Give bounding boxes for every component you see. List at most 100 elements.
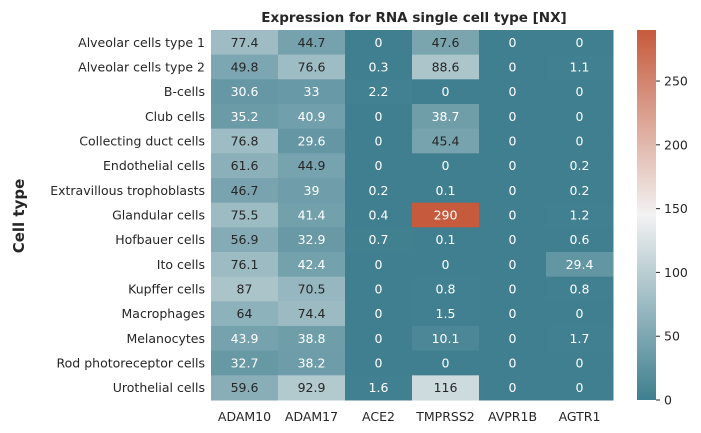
heatmap-cell <box>278 30 346 56</box>
heatmap-cell <box>546 30 614 56</box>
cell-value-label: 1.7 <box>570 331 590 346</box>
heatmap-cell <box>278 276 346 302</box>
cell-value-label: 92.9 <box>298 380 326 395</box>
heatmap-cell <box>211 375 279 401</box>
heatmap-cell <box>479 375 547 401</box>
colorbar-tick-label: 50 <box>664 329 680 344</box>
cell-value-label: 0 <box>509 158 517 173</box>
heatmap-cell <box>546 301 614 327</box>
cell-value-label: 38.7 <box>432 109 460 124</box>
heatmap-cells: 77.4 44.7 0 47.6 0 0 49.8 76.6 0.3 88.6 0 1.1 30.6 33… <box>211 30 614 401</box>
heatmap-cell <box>345 30 413 56</box>
cell-value-label: 0 <box>509 183 517 198</box>
cell-value-label: 0 <box>509 306 517 321</box>
cell-value-label: 44.9 <box>298 158 326 173</box>
cell-value-label: 0.1 <box>436 183 456 198</box>
colorbar: 0 50 100 150 200 250 <box>637 30 688 408</box>
heatmap-cell <box>278 326 346 352</box>
column-tick-label: TMPRSS2 <box>415 409 474 424</box>
heatmap-cell <box>546 326 614 352</box>
cell-value-label: 0 <box>576 84 584 99</box>
heatmap-cell <box>211 104 279 130</box>
heatmap-cell <box>278 79 346 105</box>
heatmap-cell <box>546 202 614 228</box>
heatmap-cell <box>345 301 413 327</box>
heatmap-cell <box>278 301 346 327</box>
heatmap-cell <box>345 202 413 228</box>
heatmap-cell <box>278 202 346 228</box>
heatmap-cell <box>479 104 547 130</box>
cell-value-label: 0 <box>509 331 517 346</box>
heatmap-cell <box>479 326 547 352</box>
row-tick-label: Rod photoreceptor cells <box>57 356 205 371</box>
chart-title: Expression for RNA single cell type [NX] <box>261 10 566 26</box>
cell-value-label: 41.4 <box>298 208 326 223</box>
colorbar-tick-label: 0 <box>664 393 672 408</box>
column-tick-label: ADAM10 <box>218 409 271 424</box>
heatmap-cell <box>479 153 547 179</box>
heatmap-cell <box>546 375 614 401</box>
cell-value-label: 0 <box>509 35 517 50</box>
heatmap-cell <box>345 375 413 401</box>
cell-value-label: 1.2 <box>570 208 590 223</box>
heatmap-cell <box>479 178 547 204</box>
cell-value-label: 56.9 <box>231 232 259 247</box>
heatmap-cell <box>546 227 614 253</box>
heatmap-cell <box>546 128 614 154</box>
cell-value-label: 38.8 <box>298 331 326 346</box>
column-tick-label: ACE2 <box>362 409 395 424</box>
cell-value-label: 61.6 <box>231 158 259 173</box>
row-tick-label: B-cells <box>164 84 205 99</box>
cell-value-label: 2.2 <box>369 84 389 99</box>
cell-value-label: 45.4 <box>432 134 460 149</box>
heatmap-cell <box>479 252 547 278</box>
cell-value-label: 76.6 <box>298 60 326 75</box>
colorbar-gradient <box>637 30 656 400</box>
heatmap-cell <box>211 202 279 228</box>
row-tick-label: Kupffer cells <box>128 282 205 297</box>
heatmap-cell <box>479 202 547 228</box>
cell-value-label: 75.5 <box>231 208 259 223</box>
cell-value-label: 0 <box>576 109 584 124</box>
cell-value-label: 0 <box>576 35 584 50</box>
heatmap-cell <box>546 350 614 376</box>
colorbar-tick-label: 200 <box>664 137 688 152</box>
cell-value-label: 0 <box>442 356 450 371</box>
colorbar-tick-label: 100 <box>664 265 688 280</box>
heatmap-cell <box>412 276 480 302</box>
heatmap-cell <box>412 326 480 352</box>
row-tick-label: Macrophages <box>122 306 205 321</box>
cell-value-label: 1.1 <box>570 60 590 75</box>
cell-value-label: 76.1 <box>231 257 259 272</box>
row-tick-label: Alveolar cells type 2 <box>78 60 205 75</box>
cell-value-label: 32.7 <box>231 356 259 371</box>
cell-value-label: 33 <box>304 84 320 99</box>
cell-value-label: 70.5 <box>298 282 326 297</box>
heatmap-cell <box>546 104 614 130</box>
cell-value-label: 76.8 <box>231 134 259 149</box>
row-tick-label: Melanocytes <box>126 331 205 346</box>
heatmap-cell <box>278 54 346 80</box>
heatmap-cell <box>278 104 346 130</box>
cell-value-label: 116 <box>434 380 458 395</box>
column-tick-label: AGTR1 <box>559 409 601 424</box>
cell-value-label: 88.6 <box>432 60 460 75</box>
heatmap-cell <box>211 178 279 204</box>
cell-value-label: 30.6 <box>231 84 259 99</box>
heatmap-cell <box>211 326 279 352</box>
cell-value-label: 0.1 <box>436 232 456 247</box>
heatmap-cell <box>412 202 480 228</box>
heatmap-cell <box>345 252 413 278</box>
row-labels: Alveolar cells type 1 Alveolar cells type… <box>50 35 205 395</box>
heatmap-cell <box>412 128 480 154</box>
heatmap-cell <box>412 227 480 253</box>
cell-value-label: 10.1 <box>432 331 460 346</box>
heatmap-cell <box>479 301 547 327</box>
cell-value-label: 46.7 <box>231 183 259 198</box>
cell-value-label: 40.9 <box>298 109 326 124</box>
cell-value-label: 74.4 <box>298 306 326 321</box>
cell-value-label: 0 <box>509 84 517 99</box>
heatmap-cell <box>345 79 413 105</box>
cell-value-label: 0 <box>442 158 450 173</box>
colorbar-tick-label: 250 <box>664 74 688 89</box>
